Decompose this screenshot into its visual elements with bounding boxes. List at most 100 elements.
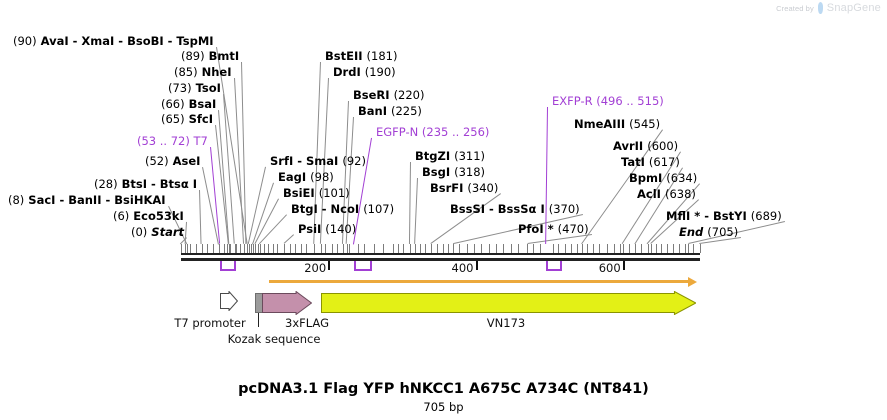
site-label-start[interactable]: (0) Start (131, 226, 184, 239)
restriction-site-tick (223, 244, 225, 253)
site-label-bani[interactable]: BanI (225) (358, 105, 422, 118)
site-label-tati[interactable]: TatI (617) (621, 156, 680, 169)
restriction-site-tick (619, 244, 621, 253)
restriction-site-tick (666, 244, 668, 253)
site-label-bsgi[interactable]: BsgI (318) (422, 166, 485, 179)
ruler-label-200: 200 (304, 261, 327, 275)
site-label-asei[interactable]: (52) AseI (145, 155, 200, 168)
restriction-site-tick (647, 244, 649, 253)
site-label-t7primer[interactable]: (53 .. 72) T7 (137, 135, 208, 148)
label-position: (101) (318, 186, 350, 200)
restriction-site-tick (496, 244, 498, 253)
restriction-site-tick (284, 244, 286, 253)
site-label-bpmi[interactable]: BpmI (634) (629, 172, 697, 185)
site-label-end[interactable]: End (705) (679, 226, 738, 239)
label-position: (617) (648, 155, 680, 169)
feature-label-t7-promoter[interactable]: T7 promoter (174, 316, 246, 330)
site-label-btgi[interactable]: BtgI - NcoI (107) (291, 203, 394, 216)
site-label-eco53ki[interactable]: (6) Eco53kI (113, 210, 184, 223)
site-label-eagi[interactable]: EagI (98) (278, 171, 334, 184)
label-enzymes: SacI - BanII - BsiHKAI (24, 193, 166, 207)
label-enzymes: NmeAIII (574, 117, 630, 131)
leader-asei (202, 167, 220, 245)
label-position: (98) (310, 170, 334, 184)
site-label-nhei[interactable]: (85) NheI (174, 66, 232, 79)
restriction-site-tick (398, 244, 400, 253)
primer-bracket-end-exfpr (560, 261, 563, 271)
label-position: (190) (364, 65, 396, 79)
label-position: (8) (8, 193, 25, 207)
kozak-connector-tick (257, 313, 259, 327)
site-label-bsrfi[interactable]: BsrFI (340) (430, 182, 498, 195)
ruler-label-600: 600 (598, 261, 621, 275)
site-label-bsiei[interactable]: BsiEI (101) (283, 187, 350, 200)
restriction-site-tick (229, 244, 231, 253)
restriction-site-tick (393, 244, 394, 253)
site-label-avrii[interactable]: AvrII (600) (613, 140, 678, 153)
site-label-saci[interactable]: (8) SacI - BanII - BsiHKAI (8, 194, 166, 207)
sequence-length-label: 705 bp (423, 400, 464, 414)
primer-bracket-end-t7primer (234, 261, 236, 271)
backbone-top-strand (181, 253, 700, 255)
feature-label-vn173[interactable]: VN173 (486, 316, 526, 330)
restriction-site-tick (253, 244, 255, 253)
feature-label-kozak[interactable]: Kozak sequence (227, 332, 321, 346)
restriction-site-tick (606, 244, 608, 253)
label-position: (634) (666, 171, 698, 185)
site-label-srfi[interactable]: SrfI - SmaI (92) (270, 155, 366, 168)
restriction-site-tick (635, 244, 637, 253)
site-label-bseri[interactable]: BseRI (220) (353, 89, 425, 102)
leader-btgzi (408, 161, 411, 244)
label-enzymes: BsgI (422, 165, 455, 179)
site-label-btgzi[interactable]: BtgZI (311) (415, 150, 485, 163)
leader-bsiei (254, 198, 279, 244)
site-label-btsi[interactable]: (28) BtsI - Btsα I (94, 178, 197, 191)
label-enzymes: Eco53kI (129, 209, 184, 223)
watermark-created-by-label: Created by (776, 3, 814, 13)
restriction-site-tick (693, 244, 695, 253)
site-label-nmeaiii[interactable]: NmeAIII (545) (574, 118, 660, 131)
label-enzymes: PfoI * (518, 222, 558, 236)
primer-bracket-exfpr (546, 269, 561, 271)
site-label-bsai[interactable]: (66) BsaI (161, 98, 216, 111)
site-label-bmti[interactable]: (89) BmtI (181, 50, 239, 63)
leader-bsgi (414, 177, 418, 245)
restriction-site-tick (257, 244, 259, 253)
ruler-label-400: 400 (451, 261, 474, 275)
label-position: (370) (548, 202, 580, 216)
ruler-tick-400 (475, 261, 478, 270)
site-label-pfoi[interactable]: PfoI * (470) (518, 223, 589, 236)
restriction-site-tick (250, 244, 252, 253)
site-label-drdi[interactable]: DrdI (190) (333, 66, 396, 79)
restriction-site-tick (678, 244, 680, 253)
restriction-site-tick (243, 244, 245, 253)
feature-label-3xflag[interactable]: 3xFLAG (285, 316, 329, 330)
restriction-site-tick (306, 244, 308, 253)
label-enzymes: BtgZI (415, 149, 455, 163)
leader-bstei (313, 61, 321, 244)
label-position: (92) (342, 154, 366, 168)
primer-bracket-end-t7primer (220, 261, 222, 271)
restriction-site-tick (383, 244, 385, 253)
site-label-tsoi[interactable]: (73) TsoI (168, 82, 221, 95)
feature-3xflag[interactable] (262, 290, 313, 316)
restriction-site-tick (343, 244, 344, 253)
restriction-site-tick (650, 244, 652, 253)
restriction-site-tick (599, 244, 601, 253)
label-position: (85) (174, 65, 198, 79)
site-label-acli[interactable]: AclI (638) (637, 188, 696, 201)
site-label-egfpn[interactable]: EGFP-N (235 .. 256) (376, 126, 489, 139)
feature-t7-promoter[interactable] (220, 290, 239, 312)
site-label-exfpr[interactable]: EXFP-R (496 .. 515) (552, 95, 664, 108)
feature-vn173[interactable] (320, 290, 697, 316)
site-label-avai[interactable]: (90) AvaI - XmaI - BsoBI - TspMI (13, 35, 214, 48)
restriction-site-tick (552, 244, 554, 253)
restriction-site-tick (459, 244, 461, 253)
site-label-sfci[interactable]: (65) SfcI (161, 113, 213, 126)
site-label-bstei[interactable]: BstEII (181) (325, 50, 397, 63)
site-label-bsssi[interactable]: BssSI - BssSα I (370) (450, 203, 580, 216)
label-position: (107) (363, 202, 395, 216)
site-label-psii[interactable]: PsiI (140) (298, 223, 356, 236)
restriction-site-tick (255, 244, 257, 253)
site-label-mfli[interactable]: MflI * - BstYI (689) (666, 210, 782, 223)
